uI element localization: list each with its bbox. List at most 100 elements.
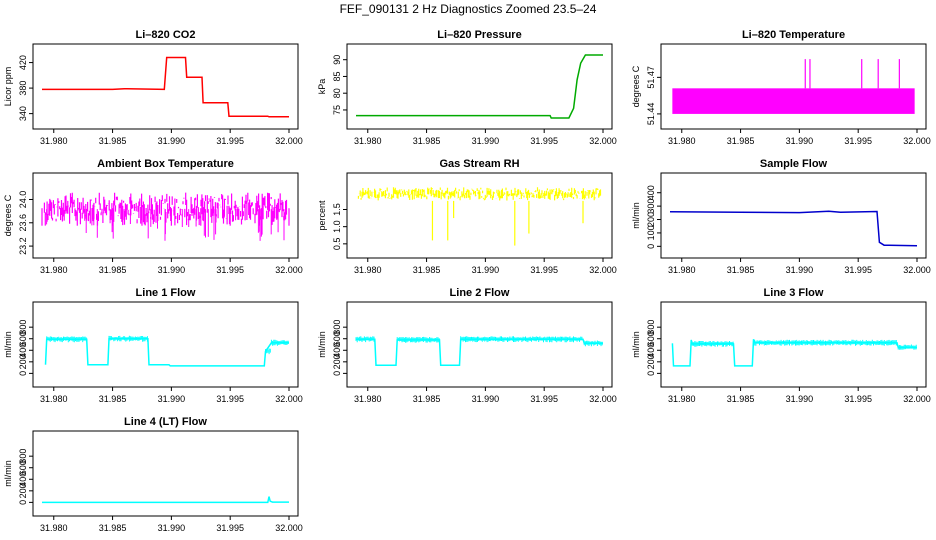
plot-frame	[660, 43, 927, 130]
y-tick-label: 200	[332, 354, 342, 369]
x-tick-label: 31.980	[668, 136, 696, 146]
x-tick-label: 31.995	[530, 265, 558, 275]
x-tick-label: 31.980	[354, 265, 382, 275]
x-tick-label: 31.990	[786, 394, 814, 404]
y-tick-label: 51.44	[646, 103, 656, 126]
x-tick-label: 32.000	[589, 394, 617, 404]
x-tick-label: 32.000	[589, 136, 617, 146]
plot-frame	[346, 43, 613, 130]
plot-frame	[660, 301, 927, 388]
chart-panel: Li–820 Temperature degrees C 31.980 31.985 3…	[631, 29, 931, 146]
x-tick-label: 31.990	[472, 394, 500, 404]
x-tick-label: 31.980	[354, 136, 382, 146]
x-tick-label: 31.990	[158, 136, 186, 146]
y-tick-label: 400	[646, 185, 656, 200]
x-tick-label: 31.980	[354, 394, 382, 404]
y-tick-label: 51.47	[646, 66, 656, 89]
y-tick-label: 0	[18, 371, 28, 376]
y-tick-label: 400	[18, 472, 28, 487]
y-axis-label: kPa	[317, 79, 327, 95]
plot-frame	[32, 301, 299, 388]
x-tick-label: 31.985	[727, 265, 755, 275]
chart-panel: Line 4 (LT) Flow ml/min 31.980 31.985 31.990…	[3, 416, 303, 533]
panels: Li–820 CO2 Licor ppm 31.980 31.985 31.990 31.…	[3, 29, 931, 533]
x-tick-label: 31.985	[413, 136, 441, 146]
x-tick-label: 32.000	[903, 265, 931, 275]
x-tick-label: 32.000	[275, 394, 303, 404]
chart-title: Line 1 Flow	[136, 287, 196, 299]
x-tick-label: 31.990	[786, 136, 814, 146]
x-tick-label: 31.985	[413, 394, 441, 404]
y-tick-label: 400	[646, 343, 656, 358]
y-tick-label: 800	[18, 449, 28, 464]
x-tick-label: 31.995	[844, 136, 872, 146]
x-tick-label: 31.990	[158, 523, 186, 533]
y-tick-label: 600	[18, 460, 28, 475]
y-axis-label: ml/min	[3, 331, 13, 358]
series-line	[42, 496, 289, 504]
plot-frame	[32, 430, 299, 517]
plot-frame	[660, 172, 927, 259]
x-tick-label: 31.990	[472, 265, 500, 275]
y-tick-label: 85	[332, 71, 342, 81]
y-axis-label: ml/min	[317, 331, 327, 358]
series-line	[42, 56, 289, 118]
x-tick-label: 32.000	[275, 136, 303, 146]
chart-title: Sample Flow	[760, 158, 828, 170]
x-tick-label: 31.985	[99, 394, 127, 404]
data-band	[357, 187, 602, 201]
x-tick-label: 31.980	[40, 523, 68, 533]
y-tick-label: 800	[332, 320, 342, 335]
series-noise	[691, 339, 917, 350]
y-tick-label: 380	[18, 81, 28, 96]
series-line	[671, 339, 917, 367]
y-tick-label: 200	[18, 483, 28, 498]
x-tick-label: 31.995	[216, 523, 244, 533]
x-tick-label: 32.000	[275, 265, 303, 275]
y-tick-label: 800	[646, 320, 656, 335]
y-tick-label: 200	[646, 212, 656, 227]
x-tick-label: 32.000	[275, 523, 303, 533]
x-tick-label: 31.980	[40, 265, 68, 275]
chart-title: Li–820 Temperature	[742, 29, 845, 41]
x-tick-label: 31.995	[844, 265, 872, 275]
x-tick-label: 31.980	[40, 136, 68, 146]
y-tick-label: 600	[18, 331, 28, 346]
chart-title: Line 2 Flow	[450, 287, 510, 299]
series-noise	[355, 336, 603, 347]
y-tick-label: 200	[646, 354, 656, 369]
plot-frame	[32, 43, 299, 130]
y-tick-label: 300	[646, 199, 656, 214]
chart-panel: Line 1 Flow ml/min 31.980 31.985 31.990 31.99…	[3, 287, 303, 404]
x-tick-label: 31.995	[216, 394, 244, 404]
series-noise	[46, 335, 289, 355]
y-tick-label: 400	[332, 343, 342, 358]
series-line	[356, 338, 603, 367]
chart-panel: Gas Stream RH percent 31.980 31.985 31.990 31…	[317, 158, 617, 275]
y-tick-label: 800	[18, 320, 28, 335]
y-axis-label: ml/min	[631, 202, 641, 229]
x-tick-label: 32.000	[589, 265, 617, 275]
x-tick-label: 31.980	[668, 394, 696, 404]
y-tick-label: 1.5	[332, 203, 342, 216]
x-tick-label: 31.995	[530, 136, 558, 146]
x-tick-label: 31.990	[786, 265, 814, 275]
plot-frame	[32, 172, 299, 259]
y-tick-label: 0	[646, 371, 656, 376]
x-tick-label: 31.985	[727, 136, 755, 146]
y-tick-label: 200	[18, 354, 28, 369]
plot-frame	[346, 172, 613, 259]
chart-panel: Sample Flow ml/min 31.980 31.985 31.990 31.99…	[631, 158, 931, 275]
y-axis-label: Licor ppm	[3, 67, 13, 107]
series-line	[356, 54, 603, 119]
y-tick-label: 0	[332, 371, 342, 376]
x-tick-label: 31.980	[40, 394, 68, 404]
y-tick-label: 23.2	[18, 237, 28, 255]
x-tick-label: 31.995	[216, 136, 244, 146]
chart-panel: Li–820 CO2 Licor ppm 31.980 31.985 31.990 31.…	[3, 29, 303, 146]
x-tick-label: 31.990	[158, 394, 186, 404]
x-tick-label: 31.995	[216, 265, 244, 275]
chart-panel: Line 2 Flow ml/min 31.980 31.985 31.990 31.99…	[317, 287, 617, 404]
chart-title: Li–820 Pressure	[437, 29, 521, 41]
